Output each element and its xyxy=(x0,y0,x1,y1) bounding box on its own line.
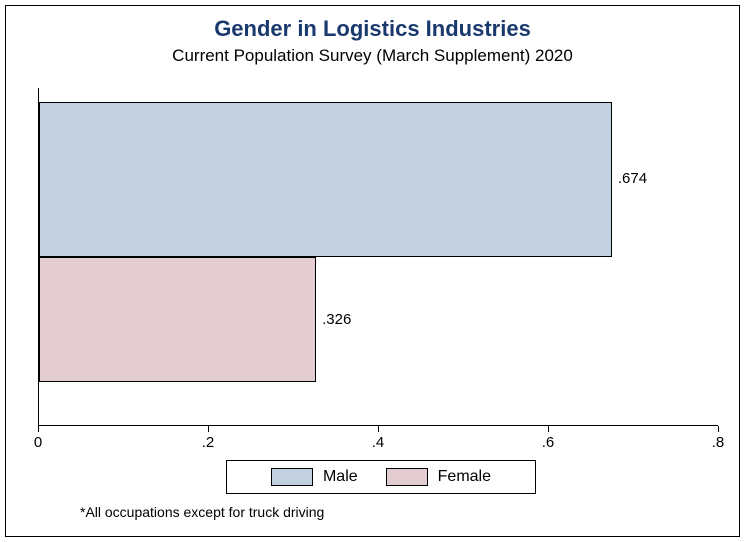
plot-area: .674 .326 xyxy=(38,88,718,426)
x-tick xyxy=(378,426,379,432)
legend-label: Male xyxy=(323,468,358,486)
footnote-text: *All occupations except for truck drivin… xyxy=(80,504,324,520)
x-tick-label: .2 xyxy=(202,434,215,451)
chart-subtitle: Current Population Survey (March Supplem… xyxy=(6,46,739,66)
x-tick-label: .4 xyxy=(372,434,385,451)
x-tick-label: 0 xyxy=(34,434,42,451)
bar-female xyxy=(39,257,316,382)
chart-title: Gender in Logistics Industries xyxy=(6,16,739,42)
bar-male xyxy=(39,102,612,257)
legend-swatch xyxy=(386,468,428,486)
x-tick xyxy=(718,426,719,432)
legend: Male Female xyxy=(226,460,536,494)
legend-item: Female xyxy=(386,468,491,486)
legend-label: Female xyxy=(438,468,491,486)
legend-swatch xyxy=(271,468,313,486)
x-tick xyxy=(548,426,549,432)
x-tick xyxy=(38,426,39,432)
x-tick-label: .6 xyxy=(542,434,555,451)
x-tick-label: .8 xyxy=(712,434,725,451)
bar-label-male: .674 xyxy=(618,170,647,187)
bar-label-female: .326 xyxy=(322,311,351,328)
x-tick xyxy=(208,426,209,432)
legend-item: Male xyxy=(271,468,358,486)
chart-container: Gender in Logistics Industries Current P… xyxy=(5,5,740,537)
